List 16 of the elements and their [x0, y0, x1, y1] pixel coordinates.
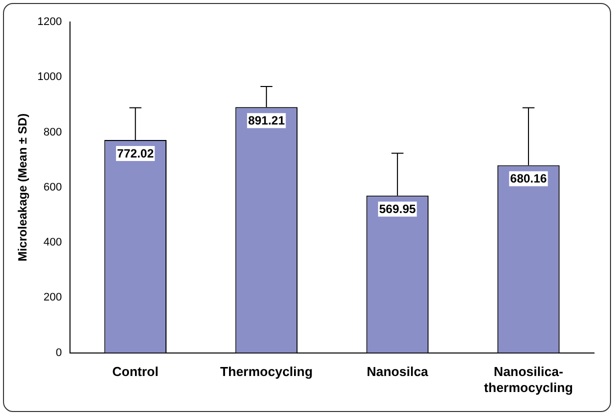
data-label: 772.02 — [117, 146, 154, 160]
x-tick-label: Thermocycling — [220, 364, 313, 380]
y-tick-label: 800 — [44, 126, 62, 138]
x-tick-label: Nanosilca — [366, 364, 429, 380]
y-tick-label: 1000 — [37, 71, 62, 84]
data-label: 680.16 — [510, 172, 548, 186]
data-label: 569.95 — [379, 202, 416, 216]
x-tick-label: Control — [112, 364, 158, 380]
y-tick-label: 1200 — [37, 16, 62, 28]
y-tick-label: 600 — [44, 181, 62, 194]
x-tick-label: Nanosilica-thermocycling — [484, 364, 573, 395]
data-label: 891.21 — [248, 113, 286, 128]
y-tick-label: 0 — [56, 346, 62, 359]
y-tick-label: 200 — [44, 292, 62, 304]
y-axis-title: Microleakage (Mean ± SD) — [16, 113, 30, 262]
y-tick-label: 400 — [44, 236, 62, 249]
